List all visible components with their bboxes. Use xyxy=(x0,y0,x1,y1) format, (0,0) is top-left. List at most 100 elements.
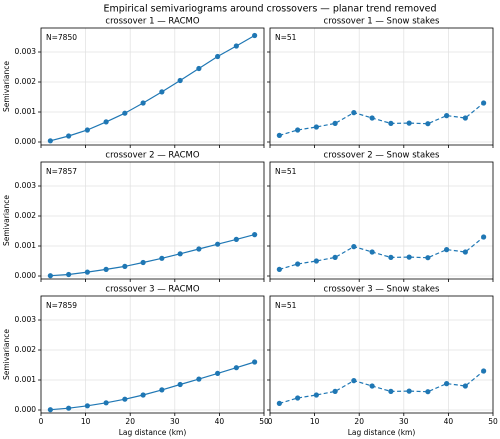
y-tick-label: 0.000 xyxy=(15,271,37,280)
point xyxy=(351,244,357,250)
annotation: N=51 xyxy=(275,33,297,42)
x-tick-label: 20 xyxy=(125,417,135,426)
point xyxy=(313,258,319,264)
x-axis-label: Lag distance (km) xyxy=(119,428,187,437)
panel-title: crossover 1 — Snow stakes xyxy=(324,17,440,27)
point xyxy=(462,249,468,255)
y-axis-label: Semivariance xyxy=(2,195,11,246)
panel-title: crossover 2 — RACMO xyxy=(105,151,200,161)
point xyxy=(276,400,282,406)
y-tick-label: 0.002 xyxy=(15,345,37,354)
panel-title: crossover 2 — Snow stakes xyxy=(324,151,440,161)
point xyxy=(462,383,468,389)
point xyxy=(425,255,431,261)
y-tick-label: 0.003 xyxy=(15,181,37,190)
point xyxy=(47,273,53,279)
point xyxy=(444,381,450,387)
point xyxy=(444,113,450,119)
point xyxy=(351,110,357,116)
point xyxy=(252,359,258,365)
point xyxy=(462,115,468,121)
point xyxy=(252,32,258,39)
x-tick-label: 30 xyxy=(170,417,180,426)
point xyxy=(196,376,202,382)
point xyxy=(351,378,357,384)
point xyxy=(252,232,258,238)
point xyxy=(177,251,183,257)
point xyxy=(215,370,221,376)
series-line xyxy=(279,236,485,270)
panel-title: crossover 3 — Snow stakes xyxy=(324,285,440,295)
series-line xyxy=(50,361,255,411)
point xyxy=(406,388,412,394)
panel-title: crossover 3 — RACMO xyxy=(105,285,200,295)
point xyxy=(196,246,202,252)
point xyxy=(47,407,53,413)
plot-frame xyxy=(269,295,494,414)
y-tick-label: 0.003 xyxy=(15,47,37,56)
point xyxy=(425,389,431,395)
point xyxy=(122,263,128,269)
point xyxy=(332,388,338,394)
annotation: N=7857 xyxy=(46,167,77,176)
y-tick-label: 0.002 xyxy=(15,77,37,86)
point xyxy=(84,127,90,133)
series-line xyxy=(50,34,255,142)
x-tick-label: 10 xyxy=(310,417,320,426)
point xyxy=(313,392,319,398)
y-tick-label: 0.002 xyxy=(15,211,37,220)
point xyxy=(313,124,319,130)
point xyxy=(140,259,146,266)
x-tick-label: 10 xyxy=(81,417,91,426)
point xyxy=(177,381,183,388)
plot-frame xyxy=(40,295,265,414)
point xyxy=(159,255,165,261)
annotation: N=51 xyxy=(275,167,297,176)
annotation: N=7850 xyxy=(46,33,77,42)
figure-title: Empirical semivariograms around crossove… xyxy=(103,4,436,15)
point xyxy=(140,100,146,106)
point xyxy=(84,269,90,275)
x-tick-label: 0 xyxy=(268,417,273,426)
point xyxy=(122,110,128,116)
point xyxy=(84,403,90,409)
point xyxy=(66,133,72,139)
point xyxy=(369,249,375,255)
point xyxy=(103,400,109,406)
point xyxy=(177,77,183,84)
point xyxy=(295,261,301,267)
point xyxy=(103,119,109,125)
point xyxy=(481,100,487,106)
point xyxy=(196,65,202,72)
point xyxy=(444,247,450,253)
point xyxy=(388,120,394,126)
point xyxy=(406,120,412,126)
point xyxy=(103,266,109,272)
series-line xyxy=(50,234,255,277)
panel-title: crossover 1 — RACMO xyxy=(105,17,200,27)
y-tick-label: 0.000 xyxy=(15,405,37,414)
plot-frame xyxy=(40,27,265,146)
point xyxy=(159,89,165,95)
point xyxy=(425,121,431,127)
x-tick-label: 50 xyxy=(488,417,498,426)
y-axis-label: Semivariance xyxy=(2,61,11,112)
point xyxy=(481,234,487,240)
x-tick-label: 50 xyxy=(259,417,269,426)
point xyxy=(159,387,165,393)
y-tick-label: 0.003 xyxy=(15,315,37,324)
point xyxy=(233,43,239,49)
x-tick-label: 40 xyxy=(444,417,454,426)
y-tick-label: 0.000 xyxy=(15,137,37,146)
y-axis-label: Semivariance xyxy=(2,329,11,380)
point xyxy=(276,132,282,138)
series-line xyxy=(279,370,485,404)
x-axis-label: Lag distance (km) xyxy=(348,428,416,437)
point xyxy=(276,266,282,272)
plot-frame xyxy=(269,27,494,146)
point xyxy=(406,254,412,260)
point xyxy=(140,392,146,398)
plot-frame xyxy=(40,161,265,280)
point xyxy=(122,396,128,402)
